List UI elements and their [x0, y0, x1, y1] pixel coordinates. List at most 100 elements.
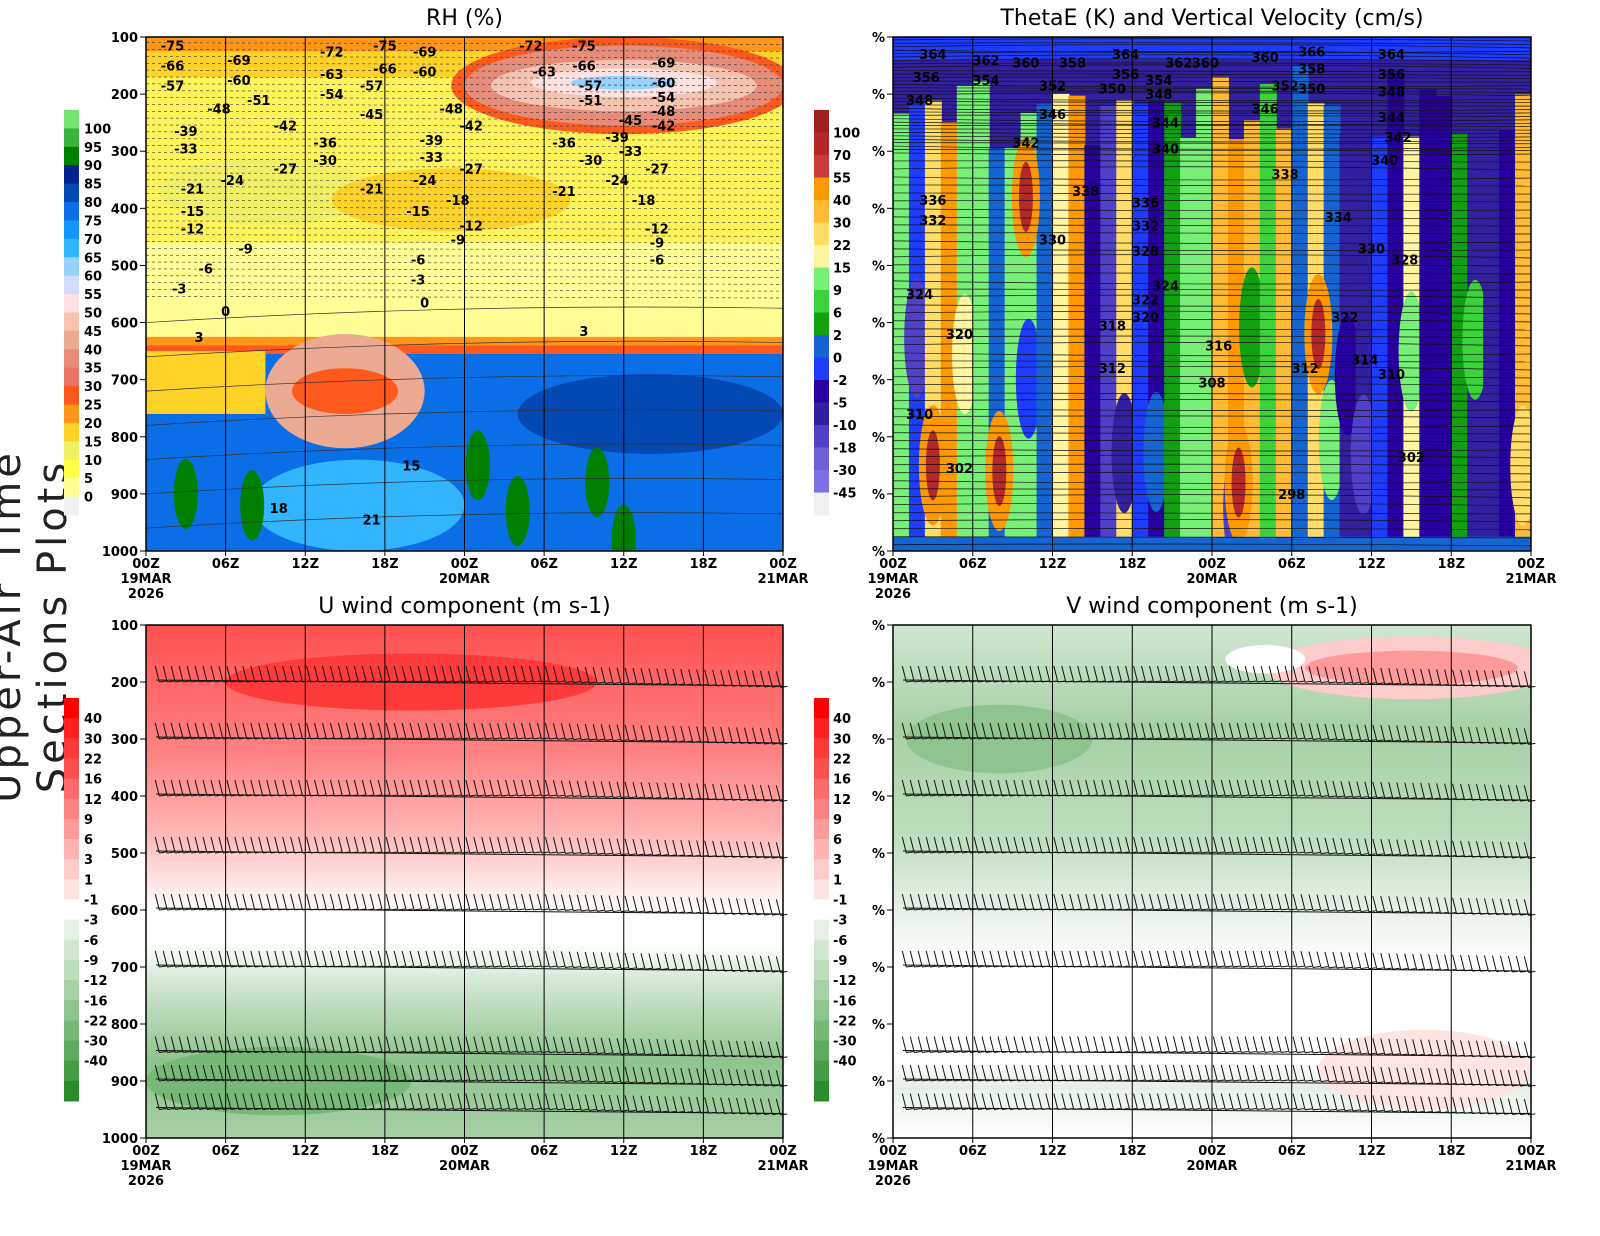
- colorbar-swatch: [814, 110, 829, 133]
- colorbar-swatch: [64, 718, 79, 739]
- wind-barb: [473, 893, 485, 911]
- wind-barb: [584, 894, 597, 912]
- wind-barb: [560, 780, 573, 797]
- wind-barb: [560, 894, 573, 911]
- colorbar-label: 6: [833, 833, 842, 848]
- wind-barb: [544, 893, 557, 911]
- colorbar-swatch: [64, 1020, 79, 1042]
- x-date-label: 20MAR: [1186, 572, 1237, 587]
- y-tick-label: 400: [111, 202, 138, 217]
- wind-barb: [505, 950, 517, 968]
- wind-barb: [1252, 950, 1265, 968]
- x-tick-label: 18Z: [1118, 557, 1146, 572]
- wind-barb: [433, 1064, 446, 1082]
- barb-shaft: [155, 793, 784, 801]
- wind-barb: [1157, 1093, 1169, 1110]
- wind-barb: [210, 1064, 223, 1082]
- wind-barb: [210, 1093, 223, 1110]
- fill-region: [291, 368, 399, 414]
- wind-barb: [1236, 836, 1249, 854]
- colorbar-label: 50: [84, 307, 102, 322]
- barb-shaft: [155, 1050, 784, 1057]
- wind-barb: [1316, 723, 1329, 741]
- wind-barb: [957, 1064, 970, 1082]
- fill-region: [517, 373, 783, 454]
- wind-barb: [449, 665, 461, 683]
- wind-barb: [775, 671, 788, 688]
- chart-title: RH (%): [426, 6, 503, 31]
- wind-barb: [1292, 1064, 1305, 1082]
- wind-barb: [536, 1064, 549, 1082]
- wind-barb: [616, 952, 629, 970]
- wind-barb: [457, 665, 469, 683]
- wind-barb: [632, 838, 645, 856]
- wind-barb: [1236, 1036, 1249, 1053]
- wind-barb: [1332, 666, 1345, 684]
- wind-barb: [1364, 952, 1376, 970]
- colorbar-label: 22: [833, 752, 851, 767]
- wind-barb: [632, 952, 645, 970]
- wind-barb: [1228, 1064, 1241, 1082]
- wind-barb: [1180, 950, 1193, 968]
- wind-barb: [489, 1036, 501, 1053]
- colorbar-label: 45: [84, 325, 102, 340]
- wind-barb: [449, 1036, 461, 1053]
- contour-label: -48: [652, 105, 676, 120]
- wind-barb: [441, 722, 453, 740]
- wind-barb: [1364, 781, 1376, 799]
- wind-barb: [933, 950, 946, 968]
- wind-barb: [1157, 1036, 1169, 1053]
- wind-barb: [1388, 1038, 1400, 1056]
- colorbar-swatch: [64, 183, 79, 203]
- wind-barb: [1340, 838, 1352, 855]
- colorbar-label: -6: [833, 934, 847, 949]
- wind-barb: [568, 1065, 581, 1083]
- y-tick-label: %: [872, 145, 885, 160]
- colorbar-swatch: [64, 128, 79, 148]
- wind-barb: [1372, 1095, 1384, 1112]
- wind-barb: [1523, 1070, 1536, 1087]
- wind-barb: [162, 722, 175, 740]
- wind-barb: [1372, 1038, 1384, 1055]
- wind-barb: [154, 1064, 167, 1082]
- wind-barb: [1348, 1037, 1360, 1055]
- contour-label: 320: [1132, 311, 1159, 326]
- wind-barb: [178, 779, 191, 797]
- colorbar-swatch: [814, 290, 829, 313]
- wind-barb: [401, 1093, 414, 1110]
- contour-label: -9: [451, 234, 465, 249]
- wind-barb: [1372, 895, 1384, 913]
- colorbar-swatch: [814, 698, 829, 719]
- wind-barb: [513, 950, 525, 968]
- contour-label: -60: [413, 65, 437, 80]
- colorbar-swatch: [814, 1060, 829, 1082]
- x-year-label: 2026: [128, 587, 164, 602]
- contour-label: -63: [532, 65, 556, 80]
- wind-barb: [568, 723, 581, 741]
- barb-shaft: [902, 1050, 1532, 1057]
- barb-shaft: [155, 736, 784, 744]
- wind-barb: [624, 895, 637, 913]
- green-spot: [240, 470, 265, 541]
- wind-barb: [1260, 665, 1273, 683]
- wind-barb: [489, 950, 501, 968]
- wind-barb: [529, 893, 541, 911]
- wind-barb: [1316, 1037, 1329, 1054]
- wind-barb: [1292, 950, 1305, 968]
- wind-barb: [917, 1064, 930, 1082]
- colorbar-label: 80: [84, 196, 102, 211]
- wind-barb: [544, 779, 557, 797]
- panel-1: -75-66-57-69-60-48-51 -54-72-63-75-66-57-…: [64, 6, 809, 602]
- colorbar-label: -1: [84, 894, 98, 909]
- wind-barb: [473, 779, 485, 797]
- contour-label: -27: [645, 162, 669, 177]
- wind-barb: [1204, 1093, 1217, 1110]
- contour-label: 3: [579, 325, 588, 340]
- wind-barb: [1268, 836, 1281, 854]
- wind-barb: [1292, 665, 1305, 683]
- contour-label: -72: [320, 45, 344, 60]
- wind-barb: [1260, 836, 1273, 854]
- fill-region: [331, 168, 571, 232]
- wind-barb: [1212, 722, 1225, 740]
- colorbar-swatch: [64, 146, 79, 166]
